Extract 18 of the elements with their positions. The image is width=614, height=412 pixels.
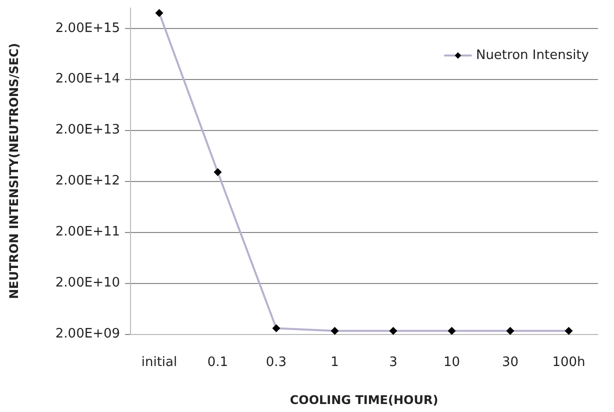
x-tick-label: 1 (330, 355, 339, 370)
legend-label: Nuetron Intensity (476, 48, 590, 63)
x-tick-label: 0.1 (207, 355, 228, 370)
y-tick-label: 2.00E+09 (55, 326, 120, 342)
y-tick-label: 2.00E+10 (55, 276, 120, 291)
x-tick-label: initial (141, 355, 178, 370)
x-tick-label: 30 (502, 355, 519, 370)
y-axis-title: NEUTRON INTENSITY(NEUTRONS/SEC) (7, 42, 21, 300)
x-tick-label: 0.3 (266, 355, 287, 370)
x-tick-label: 10 (443, 355, 460, 370)
x-axis-title: COOLING TIME(HOUR) (290, 393, 438, 407)
y-tick-label: 2.00E+15 (55, 20, 120, 36)
y-tick-label: 2.00E+14 (55, 72, 120, 87)
y-tick-label: 2.00E+11 (55, 224, 120, 240)
x-tick-label: 100h (552, 355, 586, 370)
x-tick-label: 3 (389, 355, 398, 370)
y-tick-label: 2.00E+13 (55, 122, 120, 138)
y-tick-label: 2.00E+12 (55, 174, 120, 189)
